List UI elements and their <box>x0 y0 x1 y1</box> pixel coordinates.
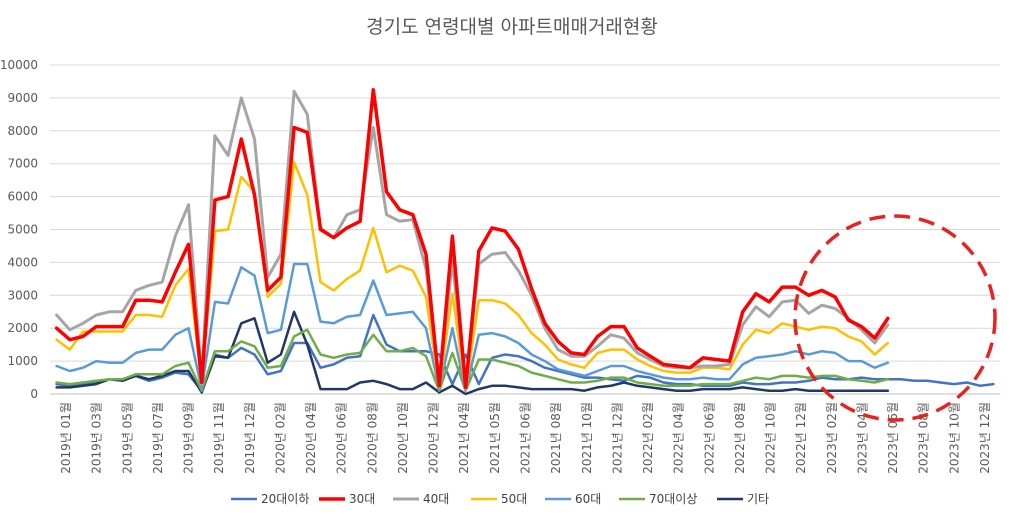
x-tick-label: 2021년 10월 <box>580 402 594 474</box>
x-tick-label: 2020년 02월 <box>273 402 287 474</box>
legend-label: 60대 <box>575 492 601 506</box>
x-tick-label: 2022년 06월 <box>702 402 716 474</box>
legend-item: 30대 <box>319 492 375 506</box>
series-line-6 <box>55 310 890 396</box>
x-tick-label: 2021년 06월 <box>519 402 533 474</box>
legend-item: 70대이상 <box>619 492 697 506</box>
x-tick-label: 2023년 10월 <box>947 402 961 474</box>
x-tick-label: 2020년 04월 <box>304 402 318 474</box>
x-tick-label: 2021년 04월 <box>457 402 471 474</box>
y-tick-label: 10000 <box>0 58 38 72</box>
annotations <box>793 214 997 422</box>
x-tick-label: 2020년 12월 <box>427 402 441 474</box>
legend: 20대이하 30대 40대 50대 60대 70대이상 기타 <box>231 492 769 506</box>
annotation-dashed-circle <box>793 214 997 422</box>
y-axis: 0 1000 2000 3000 4000 5000 6000 7000 8000 9000 100… <box>0 58 38 401</box>
y-tick-label: 4000 <box>7 255 38 269</box>
x-tick-label: 2023년 02월 <box>825 402 839 474</box>
x-tick-label: 2023년 04월 <box>855 402 869 474</box>
series-lines <box>54 87 995 396</box>
x-tick-label: 2022년 04월 <box>672 402 686 474</box>
x-tick-label: 2022년 08월 <box>733 402 747 474</box>
x-tick-label: 2019년 12월 <box>243 402 257 474</box>
legend-item: 기타 <box>717 492 769 506</box>
series-line-5 <box>55 328 890 392</box>
chart-title: 경기도 연령대별 아파트매매거래현황 <box>366 16 658 38</box>
legend-label: 50대 <box>501 492 527 506</box>
x-tick-label: 2023년 12월 <box>978 402 992 474</box>
x-tick-label: 2022년 12월 <box>794 402 808 474</box>
x-tick-label: 2020년 06월 <box>335 402 349 474</box>
x-tick-label: 2021년 05월 <box>488 402 502 474</box>
legend-label: 70대이상 <box>649 492 697 506</box>
legend-label: 20대이하 <box>261 492 309 506</box>
y-tick-label: 0 <box>30 387 38 401</box>
x-tick-label: 2019년 05월 <box>120 402 134 474</box>
x-tick-label: 2019년 07월 <box>151 402 165 474</box>
y-tick-label: 5000 <box>7 223 38 237</box>
x-tick-label: 2022년 10월 <box>764 402 778 474</box>
series-line-4 <box>55 262 890 392</box>
y-tick-label: 1000 <box>7 354 38 368</box>
x-tick-label: 2019년 01월 <box>59 402 73 474</box>
y-tick-label: 8000 <box>7 124 38 138</box>
y-tick-label: 6000 <box>7 190 38 204</box>
x-tick-label: 2021년 12월 <box>610 402 624 474</box>
x-tick-label: 2019년 09월 <box>182 402 196 474</box>
x-tick-label: 2023년 08월 <box>917 402 931 474</box>
legend-item: 40대 <box>393 492 449 506</box>
y-tick-label: 7000 <box>7 157 38 171</box>
x-tick-label: 2020년 10월 <box>396 402 410 474</box>
legend-item: 60대 <box>545 492 601 506</box>
legend-item: 50대 <box>471 492 527 506</box>
y-tick-label: 2000 <box>7 321 38 335</box>
x-tick-label: 2023년 06월 <box>886 402 900 474</box>
x-tick-label: 2022년 02월 <box>641 402 655 474</box>
x-tick-label: 2019년 03월 <box>90 402 104 474</box>
series-line-1 <box>54 87 890 390</box>
y-tick-label: 9000 <box>7 91 38 105</box>
x-tick-label: 2020년 08월 <box>365 402 379 474</box>
x-tick-label: 2021년 08월 <box>549 402 563 474</box>
x-axis: 2019년 01월 2019년 03월 2019년 05월 2019년 07월 2019… <box>59 402 992 474</box>
legend-label: 기타 <box>747 492 769 506</box>
legend-label: 40대 <box>423 492 449 506</box>
legend-label: 30대 <box>349 492 375 506</box>
y-tick-label: 3000 <box>7 288 38 302</box>
legend-item: 20대이하 <box>231 492 309 506</box>
x-tick-label: 2019년 11월 <box>212 402 226 474</box>
